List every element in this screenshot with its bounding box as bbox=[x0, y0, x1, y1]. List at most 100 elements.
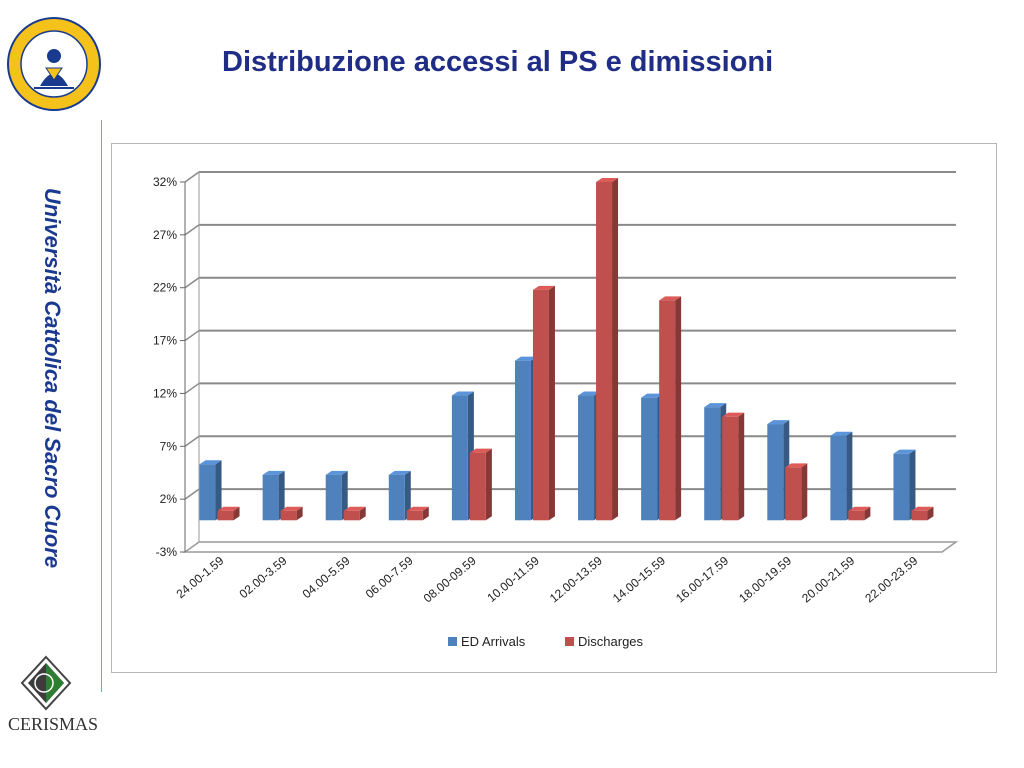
bar-top bbox=[785, 463, 808, 468]
gridline-depth bbox=[184, 329, 200, 342]
chart-floor bbox=[182, 541, 959, 553]
cerismas-logo-text: CERISMAS bbox=[8, 714, 99, 734]
bar-side bbox=[404, 470, 411, 521]
bar bbox=[578, 395, 595, 521]
bar-top bbox=[514, 356, 537, 361]
bar-side bbox=[927, 506, 934, 521]
x-tick-label: 04.00-5.59 bbox=[300, 553, 353, 601]
bar bbox=[596, 182, 613, 521]
y-tick-label: 2% bbox=[160, 492, 178, 506]
bar bbox=[514, 360, 531, 521]
bar-top bbox=[641, 393, 664, 398]
x-tick-label: 20.00-21.59 bbox=[799, 553, 857, 605]
bar bbox=[217, 510, 234, 521]
bar-top bbox=[451, 391, 474, 396]
bar bbox=[830, 435, 847, 521]
bar-top bbox=[659, 296, 682, 301]
x-tick-label: 12.00-13.59 bbox=[547, 553, 605, 605]
bar-top bbox=[406, 506, 429, 511]
x-tick-label: 08.00-09.59 bbox=[421, 553, 479, 605]
legend-swatch bbox=[448, 637, 457, 646]
bar bbox=[469, 452, 486, 521]
gridline-depth bbox=[184, 277, 200, 289]
bar bbox=[911, 510, 928, 521]
gridline-depth bbox=[184, 171, 200, 183]
bar-side bbox=[548, 285, 555, 521]
bar bbox=[659, 300, 676, 521]
gridline-depth bbox=[184, 382, 200, 395]
bar-side bbox=[485, 448, 492, 521]
legend-label: ED Arrivals bbox=[461, 634, 526, 649]
left-divider-line bbox=[101, 120, 102, 692]
bar-side bbox=[296, 506, 303, 521]
bar-side bbox=[341, 470, 348, 521]
bar-top bbox=[704, 403, 727, 408]
bar bbox=[199, 464, 216, 521]
bar bbox=[785, 467, 802, 521]
bar bbox=[406, 510, 423, 521]
bar-top bbox=[578, 391, 601, 396]
bar-top bbox=[596, 178, 619, 182]
bar bbox=[893, 453, 910, 521]
bar bbox=[848, 510, 865, 521]
cerismas-logo bbox=[20, 655, 72, 711]
bar-side bbox=[675, 296, 682, 521]
x-tick-label: 02.00-3.59 bbox=[237, 553, 290, 601]
bar-side bbox=[278, 470, 285, 521]
bar bbox=[388, 474, 405, 521]
bar bbox=[641, 397, 658, 521]
y-tick-label: 7% bbox=[160, 439, 178, 453]
bar bbox=[343, 510, 360, 521]
x-tick-label: 24.00-1.59 bbox=[174, 553, 227, 601]
chart-frame: 32% 27% 22% 17% 12% 7% 2% -3% 24.00-1.59 02.00-3.… bbox=[111, 143, 997, 673]
bar-side bbox=[215, 460, 222, 521]
bar-chart: 32% 27% 22% 17% 12% 7% 2% -3%24.00-1.59 02.00-3.… bbox=[153, 171, 959, 649]
y-tick-label: 27% bbox=[153, 228, 177, 242]
x-tick-label: 16.00-17.59 bbox=[673, 553, 731, 605]
bar-top bbox=[199, 460, 222, 465]
bar bbox=[532, 289, 549, 521]
bar-top bbox=[830, 431, 853, 436]
bar-top bbox=[280, 506, 303, 511]
bar-top bbox=[262, 470, 285, 475]
slide-title: Distribuzione accessi al PS e dimissioni bbox=[222, 46, 774, 78]
bar-side bbox=[909, 449, 916, 521]
bar-top bbox=[343, 506, 366, 511]
bar-top bbox=[217, 506, 240, 511]
gridline-depth bbox=[184, 224, 200, 236]
bar-side bbox=[738, 412, 745, 521]
y-tick-label: 22% bbox=[153, 281, 177, 295]
y-tick-label: 12% bbox=[153, 386, 177, 400]
bar bbox=[722, 416, 739, 521]
bar-top bbox=[722, 412, 745, 417]
bar-top bbox=[848, 506, 871, 511]
bar bbox=[704, 407, 721, 521]
bar-side bbox=[422, 506, 429, 521]
bar-side bbox=[233, 506, 240, 521]
bar-side bbox=[801, 463, 808, 521]
x-tick-label: 06.00-7.59 bbox=[363, 553, 416, 601]
bar bbox=[451, 395, 468, 521]
gridline-depth bbox=[184, 488, 200, 500]
university-seal-logo bbox=[7, 17, 101, 111]
bar-top bbox=[767, 420, 790, 425]
bar bbox=[767, 424, 784, 521]
bar bbox=[262, 474, 279, 521]
bar-side bbox=[612, 178, 619, 521]
y-tick-label: 32% bbox=[153, 175, 177, 189]
bar bbox=[280, 510, 297, 521]
legend-label: Discharges bbox=[578, 634, 644, 649]
university-side-title-text: Università Cattolica del Sacro Cuore bbox=[40, 187, 65, 569]
y-tick-label: 17% bbox=[153, 334, 177, 348]
x-tick-label: 22.00-23.59 bbox=[862, 553, 920, 605]
x-tick-label: 10.00-11.59 bbox=[484, 553, 542, 605]
bar-top bbox=[469, 448, 492, 453]
bar-top bbox=[893, 449, 916, 454]
bar-top bbox=[388, 470, 411, 475]
bar bbox=[325, 474, 342, 521]
x-tick-label: 14.00-15.59 bbox=[610, 553, 668, 605]
legend-swatch bbox=[565, 637, 574, 646]
bar-side bbox=[864, 506, 871, 521]
bar-top bbox=[532, 285, 555, 290]
bar-top bbox=[911, 506, 934, 511]
